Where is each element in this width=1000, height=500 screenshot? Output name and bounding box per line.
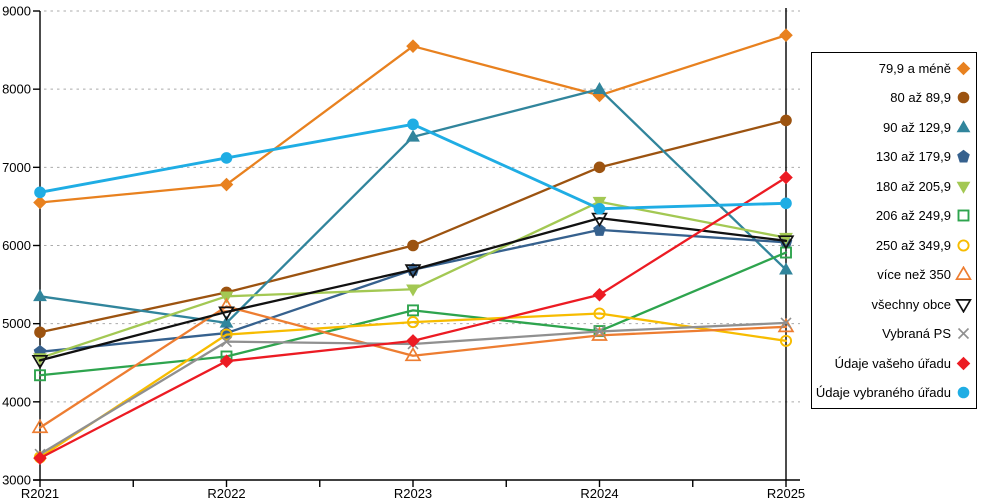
y-tick-label: 9000	[2, 4, 31, 19]
legend-marker-circle-icon	[957, 92, 970, 104]
legend-item: 180 až 205,9	[812, 178, 972, 195]
legend-item-label: Údaje vašeho úřadu	[834, 355, 951, 371]
series-6	[33, 307, 793, 464]
legend-marker-pentagon-icon	[957, 150, 970, 163]
legend-marker-triangle-down-open-icon	[955, 298, 972, 313]
x-tick-label: R2024	[580, 486, 618, 500]
series-7	[31, 297, 795, 434]
legend-item: 79,9 a méně	[812, 60, 972, 77]
series-2	[33, 81, 793, 328]
legend-marker-circle-icon	[957, 386, 970, 399]
legend-marker-diamond-icon	[956, 356, 971, 370]
legend-item-label: 130 až 179,9	[875, 149, 951, 165]
legend-item: všechny obce	[812, 296, 972, 313]
legend-item: Vybraná PS	[812, 325, 972, 342]
x-tick-label: R2021	[21, 486, 59, 500]
legend-item-label: více než 350	[877, 267, 951, 283]
y-tick-label: 5000	[2, 316, 31, 331]
legend-marker-triangle-down-icon	[956, 181, 971, 194]
legend-item-label: Údaje vybraného úřadu	[815, 384, 951, 400]
legend-item-label: všechny obce	[871, 296, 952, 312]
x-tick-label: R2022	[207, 486, 245, 500]
legend-item: více než 350	[812, 266, 972, 283]
legend-item: 80 až 89,9	[812, 89, 972, 106]
series-11	[34, 118, 792, 215]
legend-marker-triangle-up-open-icon	[955, 266, 972, 281]
x-tick-label: R2025	[767, 486, 805, 500]
legend-item: 90 až 129,9	[812, 119, 972, 136]
y-tick-label: 3000	[2, 473, 31, 488]
legend-item-label: 79,9 a méně	[878, 61, 951, 76]
legend-item: Údaje vybraného úřadu	[812, 384, 972, 401]
y-tick-label: 6000	[2, 238, 31, 253]
series-4	[33, 196, 793, 366]
legend-item: 250 až 349,9	[812, 237, 972, 254]
legend-item: 206 až 249,9	[812, 207, 972, 224]
series-10	[33, 170, 793, 465]
legend-item-label: 250 až 349,9	[875, 237, 951, 253]
legend-marker-square-open-icon	[957, 209, 970, 222]
legend-item-label: 80 až 89,9	[890, 90, 951, 106]
legend-marker-circle-open-icon	[957, 239, 970, 252]
y-tick-label: 7000	[2, 160, 31, 175]
x-tick-label: R2023	[394, 486, 432, 500]
legend-item-label: Vybraná PS	[882, 326, 951, 342]
legend-item-label: 206 až 249,9	[875, 208, 951, 224]
legend: 79,9 a méně 80 až 89,9 90 až 129,9 130 až 1…	[811, 52, 977, 409]
legend-marker-diamond-icon	[956, 61, 971, 76]
series-0	[33, 28, 793, 210]
axes: 3000 4000 5000 6000 7000 8000 9000 R2021 R2022 R2…	[2, 4, 805, 500]
legend-item: 130 až 179,9	[812, 148, 972, 165]
legend-item-label: 90 až 129,9	[883, 119, 951, 135]
legend-item-label: 180 až 205,9	[875, 178, 951, 194]
legend-marker-triangle-up-icon	[956, 120, 971, 133]
legend-marker-x-icon	[957, 328, 970, 340]
y-tick-label: 8000	[2, 82, 31, 97]
y-tick-label: 4000	[2, 394, 31, 409]
legend-item: Údaje vašeho úřadu	[812, 355, 972, 372]
